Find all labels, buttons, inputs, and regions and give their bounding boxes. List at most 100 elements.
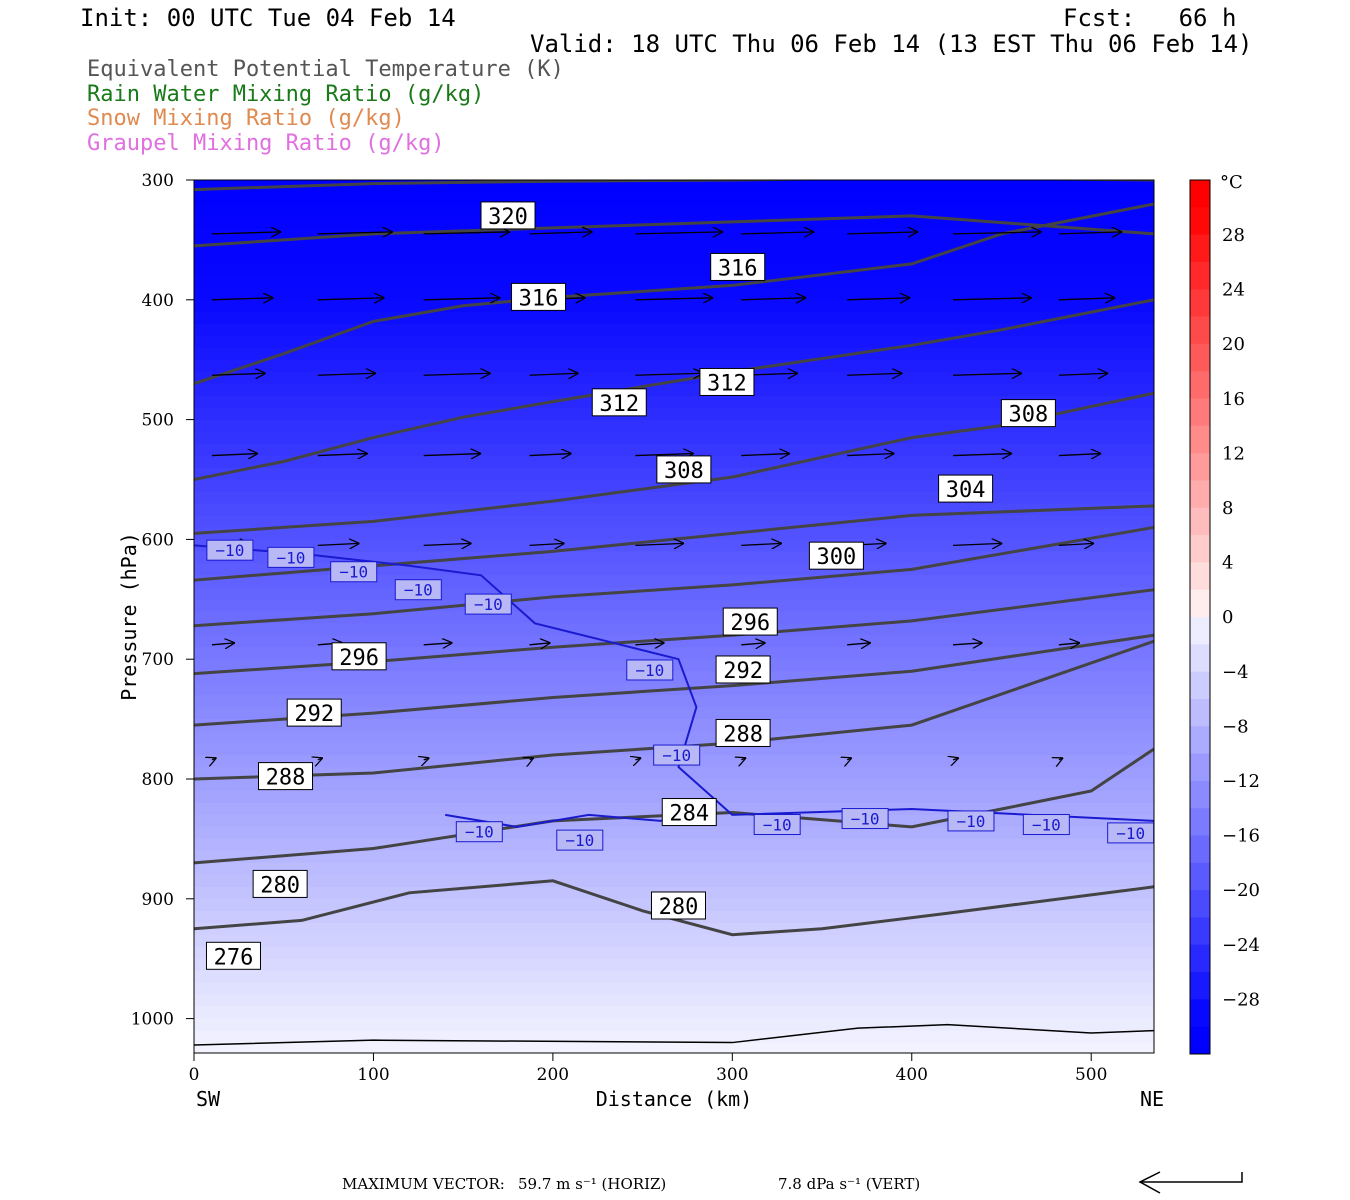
- colorbar-tick-label: −28: [1222, 989, 1260, 1010]
- shading-band: [194, 491, 1154, 504]
- valid-time: Valid: 18 UTC Thu 06 Feb 14 (13 EST Thu …: [530, 30, 1253, 58]
- shading-band: [194, 707, 1154, 720]
- temperature-label-text: −10: [404, 581, 433, 600]
- temperature-label: −10: [947, 810, 995, 832]
- temperature-label-text: −10: [565, 831, 594, 850]
- shading-band: [194, 695, 1154, 708]
- temperature-label-box: [626, 659, 674, 681]
- temperature-label: −10: [464, 593, 512, 615]
- colorbar-band: [1190, 617, 1210, 645]
- shading-band: [194, 335, 1154, 349]
- wind-vector: [847, 758, 852, 760]
- colorbar-band: [1190, 780, 1210, 809]
- colorbar-band: [1190, 1026, 1210, 1055]
- colorbar-band: [1190, 316, 1210, 345]
- shading-band: [194, 731, 1154, 744]
- colorbar-tick-label: −16: [1222, 826, 1260, 847]
- shading-band: [194, 659, 1154, 672]
- theta-e-contour-308: [194, 298, 1154, 481]
- colorbar-band: [1190, 835, 1210, 864]
- wind-vector: [423, 373, 491, 375]
- shading-band: [194, 1042, 1154, 1053]
- temperature-label-box: [267, 546, 315, 568]
- theta-e-label: 304: [938, 474, 994, 503]
- colorbar-band: [1190, 753, 1210, 782]
- wind-vector: [212, 758, 217, 760]
- shading-band: [194, 767, 1154, 780]
- temperature-label-box: [330, 561, 378, 583]
- shading-band: [194, 826, 1154, 840]
- colorbar-tick-label: 12: [1222, 443, 1245, 464]
- theta-e-label-box: [650, 891, 706, 920]
- colorbar-tick-label: 24: [1222, 280, 1245, 301]
- legend-theta-e: Equivalent Potential Temperature (K): [87, 57, 564, 82]
- wind-vector: [953, 298, 1032, 300]
- theta-e-label: 312: [699, 367, 755, 396]
- theta-e-label: 276: [205, 941, 261, 970]
- colorbar-tick-label: −20: [1222, 880, 1260, 901]
- wind-vector: [529, 543, 565, 545]
- colorbar-tick-label: 28: [1222, 225, 1245, 246]
- ne-label: NE: [1140, 1087, 1164, 1111]
- temperature-contour: [194, 544, 1154, 822]
- theta-e-contour-288: [194, 633, 1154, 727]
- temperature-label-text: −10: [1032, 816, 1061, 835]
- wind-vector: [953, 543, 1002, 545]
- temperature-label: −10: [653, 744, 701, 766]
- shading-band: [194, 623, 1154, 636]
- theta-e-contour-316: [194, 214, 1154, 248]
- temperature-label-text: −10: [763, 816, 792, 835]
- colorbar-band: [1190, 726, 1210, 754]
- theta-e-contour-296: [194, 525, 1154, 628]
- theta-e-label: 308: [1000, 399, 1056, 428]
- shading-band: [194, 563, 1154, 576]
- shading-band: [194, 958, 1154, 972]
- colorbar-tick-label: −4: [1222, 662, 1249, 683]
- temperature-label-text: −10: [474, 595, 503, 614]
- wind-vector: [741, 758, 746, 760]
- colorbar-band: [1190, 261, 1210, 290]
- wind-vector: [847, 643, 871, 645]
- wind-vector: [211, 298, 273, 300]
- temperature-label: −10: [206, 539, 254, 561]
- temperature-label-text: −10: [339, 563, 368, 582]
- temperature-label-text: −10: [465, 823, 494, 842]
- colorbar-band: [1190, 425, 1210, 454]
- colorbar-band: [1190, 480, 1210, 509]
- shading-band: [194, 263, 1154, 277]
- theta-e-label-text: 292: [294, 702, 334, 727]
- theta-e-contour-276: [194, 879, 1154, 937]
- wind-vector: [317, 373, 376, 375]
- colorbar-band: [1190, 234, 1210, 263]
- temperature-label-text: −10: [662, 746, 691, 765]
- shading-band: [194, 431, 1154, 445]
- shading-band: [194, 347, 1154, 361]
- wind-vector: [847, 232, 918, 234]
- wind-vector: [635, 643, 664, 645]
- init-time: Init: 00 UTC Tue 04 Feb 14: [80, 4, 456, 32]
- theta-e-label-box: [656, 455, 712, 484]
- temperature-label-box: [206, 539, 254, 561]
- colorbar-band: [1190, 371, 1210, 399]
- shading-band: [194, 203, 1154, 217]
- temperature-label-text: −10: [1116, 824, 1145, 843]
- wind-vector: [1058, 643, 1080, 645]
- shading-band: [194, 671, 1154, 684]
- wind-vector: [529, 373, 579, 375]
- wind-vector: [1058, 373, 1108, 375]
- wind-vector: [847, 298, 910, 300]
- colorbar-band: [1190, 343, 1210, 372]
- wind-vector: [318, 758, 323, 760]
- theta-e-label-box: [331, 642, 387, 671]
- temperature-label-box: [841, 808, 889, 830]
- shading-band: [194, 287, 1154, 301]
- wind-vector: [423, 454, 481, 456]
- colorbar-band: [1190, 999, 1210, 1028]
- temperature-label-box: [455, 821, 503, 843]
- wind-vector: [635, 454, 693, 456]
- temperature-label: −10: [330, 561, 378, 583]
- theta-e-label-text: 316: [519, 286, 559, 311]
- max-vector-arrow: [1140, 1172, 1243, 1183]
- wind-vector: [423, 643, 453, 645]
- shading-band: [194, 982, 1154, 996]
